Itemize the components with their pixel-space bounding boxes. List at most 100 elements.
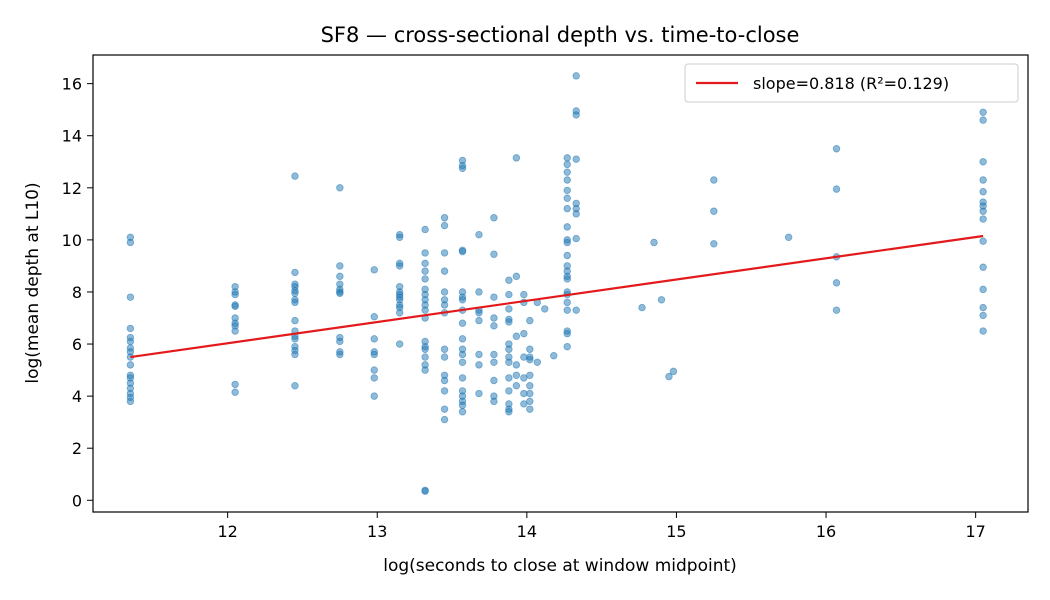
data-point (563, 204, 571, 213)
data-point (336, 337, 344, 346)
data-point (490, 250, 498, 258)
legend-box (684, 63, 1019, 103)
data-point (832, 306, 841, 314)
data-point (336, 272, 344, 281)
data-point (563, 154, 571, 162)
data-point (979, 108, 987, 116)
data-point (572, 72, 580, 80)
data-point (126, 397, 135, 406)
data-point (458, 408, 467, 416)
data-point (421, 345, 429, 353)
data-point (291, 268, 299, 277)
data-point (370, 335, 378, 343)
data-point (979, 237, 987, 245)
data-point (126, 238, 135, 247)
data-point (231, 290, 239, 299)
data-point (440, 387, 449, 395)
data-point (638, 303, 646, 312)
y-tick-label: 14 (62, 127, 82, 146)
data-point (440, 415, 449, 424)
data-point (291, 350, 299, 359)
data-point (440, 345, 449, 353)
data-point (370, 392, 378, 400)
y-tick-label: 2 (72, 439, 82, 458)
data-point (291, 172, 299, 180)
data-point (440, 267, 449, 275)
y-axis-label: log(mean depth at L10) (23, 182, 43, 383)
x-axis-ticks: 12 13 14 15 16 17 (217, 512, 986, 541)
data-point (490, 293, 498, 301)
data-point (231, 380, 239, 389)
data-point (490, 214, 498, 222)
data-point (370, 374, 378, 382)
data-point (291, 335, 299, 343)
data-point (421, 353, 429, 361)
data-point (572, 210, 580, 218)
data-point (370, 313, 378, 321)
y-tick-label: 12 (62, 179, 82, 198)
data-point (979, 158, 987, 166)
data-point (710, 176, 718, 184)
data-point (505, 276, 513, 284)
data-point (490, 350, 498, 359)
data-point (784, 233, 793, 241)
data-points (126, 72, 987, 495)
data-point (291, 289, 299, 297)
data-point (370, 366, 378, 374)
data-point (512, 371, 521, 379)
data-point (395, 233, 404, 241)
data-point (421, 225, 429, 234)
data-point (512, 382, 521, 390)
data-point (979, 176, 987, 184)
data-point (979, 207, 987, 215)
fit-line (130, 234, 984, 359)
data-point (669, 367, 678, 376)
data-point (520, 329, 528, 338)
data-point (526, 397, 534, 406)
data-point (370, 266, 378, 274)
data-point (231, 302, 239, 310)
data-point (126, 293, 135, 301)
data-point (505, 345, 513, 353)
data-point (421, 487, 429, 495)
data-point (336, 289, 344, 297)
x-tick-label: 16 (816, 522, 836, 541)
data-point (512, 154, 521, 162)
data-point (458, 296, 467, 304)
data-point (979, 188, 987, 196)
data-point (421, 366, 429, 374)
data-point (126, 361, 135, 369)
data-point (832, 145, 841, 153)
data-point (533, 358, 542, 366)
data-point (126, 324, 135, 333)
data-point (370, 350, 378, 359)
data-point (512, 361, 521, 369)
data-point (979, 215, 987, 223)
data-point (440, 376, 449, 385)
data-point (650, 238, 658, 247)
plot-frame (92, 54, 1029, 513)
data-point (505, 358, 513, 366)
data-point (475, 350, 483, 359)
data-point (520, 374, 528, 382)
x-tick-label: 15 (666, 522, 686, 541)
data-point (475, 361, 483, 369)
data-point (665, 372, 673, 381)
data-point (458, 335, 467, 343)
data-point (526, 389, 534, 398)
x-tick-label: 17 (965, 522, 985, 541)
legend-label: slope=0.818 (R²=0.129) (753, 74, 949, 93)
fit-line-layer (130, 234, 984, 359)
data-point (563, 186, 571, 195)
data-point (520, 290, 528, 299)
data-point (563, 251, 571, 260)
data-point (563, 160, 571, 169)
data-point (710, 240, 718, 248)
x-tick-label: 13 (367, 522, 387, 541)
y-tick-label: 4 (72, 387, 82, 406)
data-point (395, 262, 404, 270)
data-point (572, 155, 580, 163)
data-point (440, 301, 449, 309)
data-point (541, 305, 549, 313)
data-point (421, 306, 429, 314)
